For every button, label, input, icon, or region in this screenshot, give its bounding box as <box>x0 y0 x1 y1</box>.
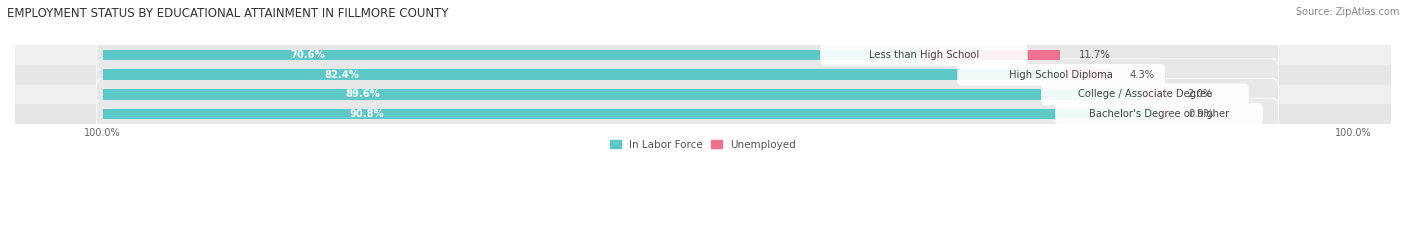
Text: 4.3%: 4.3% <box>1130 70 1156 80</box>
Bar <box>1144 89 1168 100</box>
Bar <box>15 45 1391 65</box>
Text: Source: ZipAtlas.com: Source: ZipAtlas.com <box>1295 7 1399 17</box>
Text: College / Associate Degree: College / Associate Degree <box>1078 89 1212 99</box>
FancyBboxPatch shape <box>96 98 1278 130</box>
Bar <box>15 65 1391 85</box>
Text: EMPLOYMENT STATUS BY EDUCATIONAL ATTAINMENT IN FILLMORE COUNTY: EMPLOYMENT STATUS BY EDUCATIONAL ATTAINM… <box>7 7 449 20</box>
Bar <box>1159 109 1170 119</box>
FancyBboxPatch shape <box>820 44 1028 66</box>
Text: High School Diploma: High School Diploma <box>1010 70 1114 80</box>
FancyBboxPatch shape <box>1040 84 1249 105</box>
Text: Less than High School: Less than High School <box>869 50 979 60</box>
FancyBboxPatch shape <box>957 64 1166 86</box>
Text: 90.8%: 90.8% <box>349 109 384 119</box>
Text: 70.6%: 70.6% <box>291 50 325 60</box>
Text: 89.6%: 89.6% <box>346 89 381 99</box>
Text: 2.0%: 2.0% <box>1187 89 1212 99</box>
Bar <box>103 50 924 60</box>
Legend: In Labor Force, Unemployed: In Labor Force, Unemployed <box>606 136 800 154</box>
Bar <box>103 89 1144 100</box>
FancyBboxPatch shape <box>1054 103 1263 125</box>
Text: 82.4%: 82.4% <box>325 70 360 80</box>
Bar <box>924 50 1060 60</box>
FancyBboxPatch shape <box>96 39 1278 71</box>
FancyBboxPatch shape <box>96 79 1278 110</box>
Bar <box>15 85 1391 104</box>
Text: Bachelor's Degree or higher: Bachelor's Degree or higher <box>1088 109 1229 119</box>
FancyBboxPatch shape <box>96 59 1278 91</box>
Bar <box>103 109 1159 119</box>
Bar <box>15 104 1391 124</box>
Text: 11.7%: 11.7% <box>1078 50 1111 60</box>
Bar <box>1062 69 1111 80</box>
Text: 0.9%: 0.9% <box>1188 109 1213 119</box>
Bar <box>103 69 1062 80</box>
